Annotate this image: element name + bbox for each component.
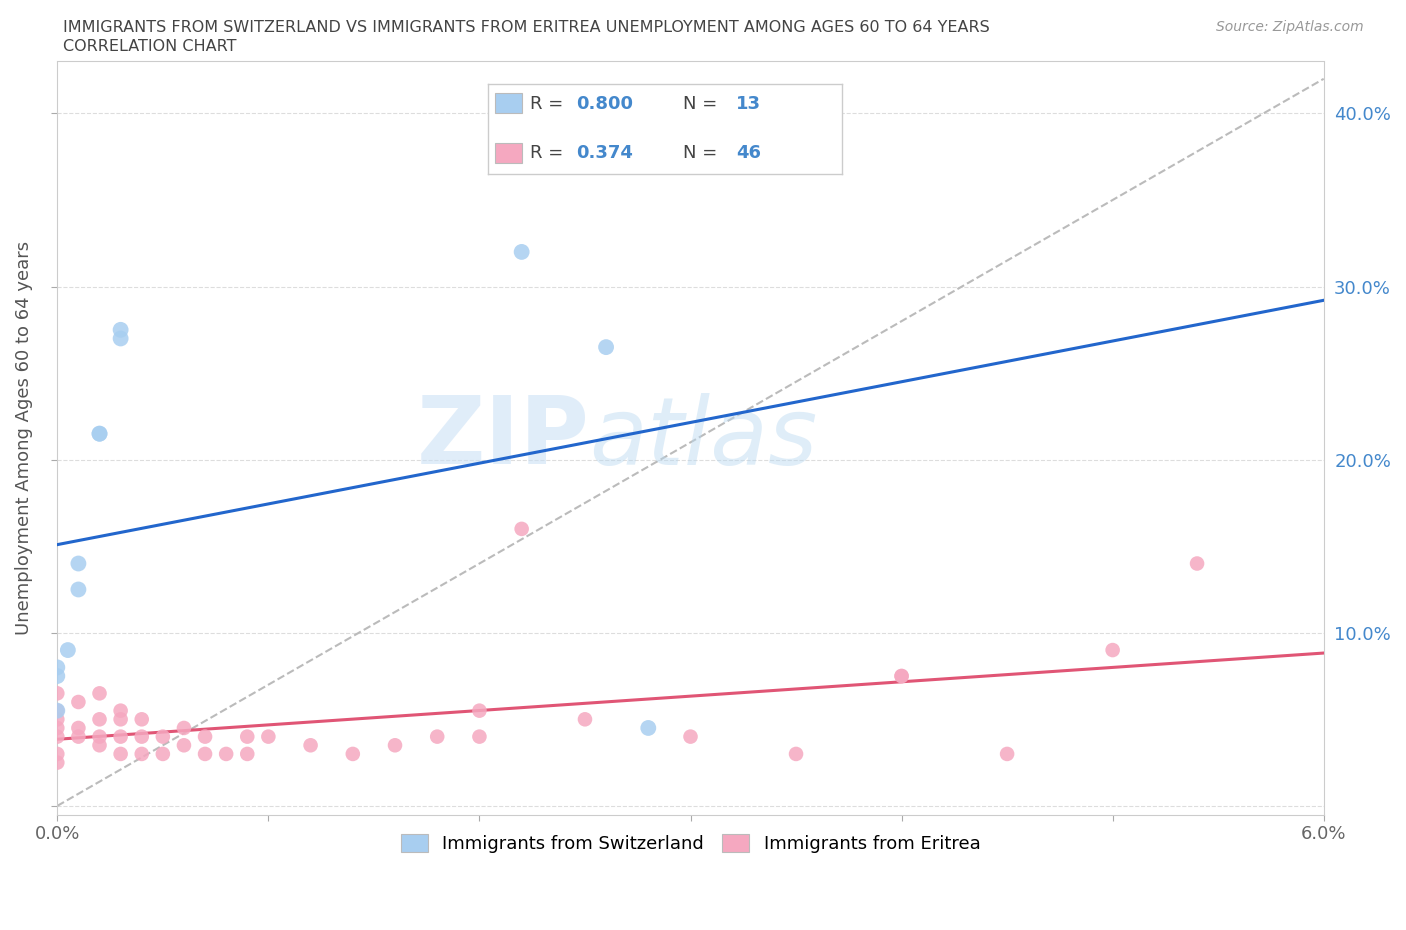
Point (46, 729, 69, 744)
Point (56, 643, 79, 658)
Point (89, 711, 111, 726)
Text: atlas: atlas (589, 392, 817, 484)
Point (46, 703, 69, 718)
Point (194, 729, 217, 744)
Point (46, 660, 69, 675)
Point (67, 729, 90, 744)
Point (1101, 643, 1123, 658)
Point (46, 703, 69, 718)
Point (342, 747, 364, 762)
Point (679, 729, 702, 744)
Point (46, 755, 69, 770)
Point (110, 331, 132, 346)
Point (995, 747, 1018, 762)
Text: ZIP: ZIP (416, 392, 589, 484)
Point (89, 686, 111, 701)
Point (236, 747, 259, 762)
Point (110, 747, 132, 762)
Point (890, 669, 912, 684)
Point (89, 737, 111, 752)
Point (46, 686, 69, 701)
Point (574, 711, 596, 726)
Point (110, 703, 132, 718)
Point (426, 729, 449, 744)
Point (1185, 556, 1208, 571)
Point (131, 711, 153, 726)
Point (215, 747, 238, 762)
Point (384, 737, 406, 752)
Point (46, 711, 69, 726)
Point (131, 729, 153, 744)
Point (67, 582, 90, 597)
Point (173, 737, 195, 752)
Point (110, 711, 132, 726)
Point (89, 426, 111, 441)
Point (89, 729, 111, 744)
Legend: Immigrants from Switzerland, Immigrants from Eritrea: Immigrants from Switzerland, Immigrants … (392, 825, 990, 862)
Text: CORRELATION CHART: CORRELATION CHART (63, 39, 236, 54)
Point (510, 522, 533, 537)
Point (236, 729, 259, 744)
Point (299, 737, 322, 752)
Point (468, 729, 491, 744)
Point (890, 669, 912, 684)
Point (46, 669, 69, 684)
Text: Source: ZipAtlas.com: Source: ZipAtlas.com (1216, 20, 1364, 34)
Point (257, 729, 280, 744)
Point (173, 721, 195, 736)
Point (131, 747, 153, 762)
Point (637, 721, 659, 736)
Point (595, 339, 617, 354)
Point (89, 426, 111, 441)
Point (194, 747, 217, 762)
Point (67, 556, 90, 571)
Point (152, 729, 174, 744)
Point (468, 703, 491, 718)
Text: IMMIGRANTS FROM SWITZERLAND VS IMMIGRANTS FROM ERITREA UNEMPLOYMENT AMONG AGES 6: IMMIGRANTS FROM SWITZERLAND VS IMMIGRANT… (63, 20, 990, 35)
Y-axis label: Unemployment Among Ages 60 to 64 years: Unemployment Among Ages 60 to 64 years (15, 241, 32, 635)
Point (510, 245, 533, 259)
Point (67, 721, 90, 736)
Point (46, 747, 69, 762)
Point (67, 695, 90, 710)
Point (785, 747, 807, 762)
Point (110, 729, 132, 744)
Point (152, 747, 174, 762)
Point (110, 323, 132, 338)
Point (46, 721, 69, 736)
